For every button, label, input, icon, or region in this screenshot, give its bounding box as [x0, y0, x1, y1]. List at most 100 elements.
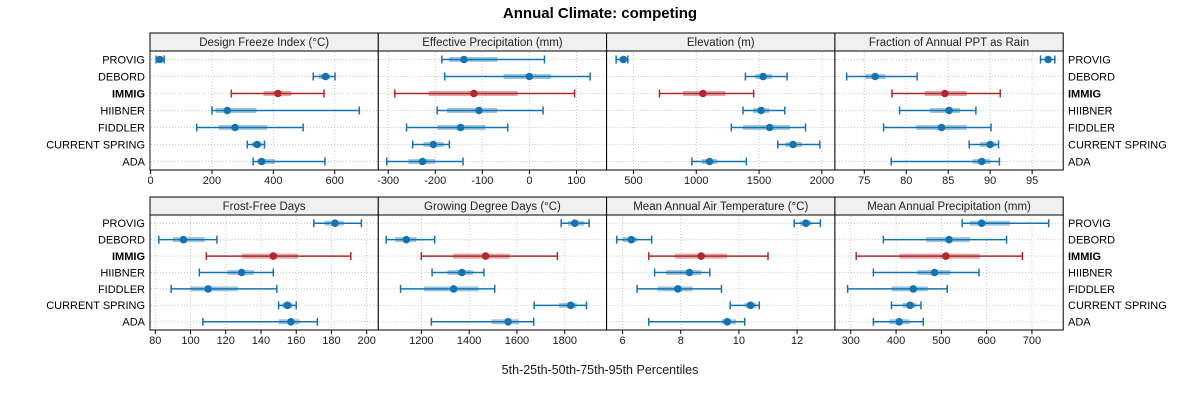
percentile-row-hiibner — [431, 268, 485, 277]
percentile-row-immig — [420, 252, 559, 261]
x-tick-label: 1500 — [747, 175, 771, 187]
x-tick-label: 10 — [733, 335, 745, 347]
row-label-right-hiibner: HIIBNER — [1068, 267, 1113, 279]
median-dot — [566, 301, 575, 310]
median-dot — [269, 252, 278, 260]
percentile-row-ada — [890, 157, 1001, 166]
median-dot — [802, 219, 810, 228]
median-dot — [418, 157, 427, 166]
x-tick-label: 100 — [567, 175, 585, 187]
row-label-right-ada: ADA — [1068, 317, 1091, 329]
percentile-row-ada — [202, 317, 319, 326]
x-tick-label: 200 — [203, 175, 221, 187]
median-dot — [619, 55, 628, 64]
median-dot — [283, 301, 292, 310]
row-label-left-ada: ADA — [122, 317, 145, 329]
row-label-left-fiddler: FIDDLER — [98, 122, 145, 134]
percentile-row-hiibner — [872, 268, 980, 277]
percentile-row-provig — [961, 219, 1050, 228]
median-dot — [156, 55, 164, 64]
percentile-row-debord — [744, 72, 788, 81]
percentile-row-ada — [252, 157, 326, 166]
percentile-row-current-spring — [411, 140, 451, 149]
percentile-row-hiibner — [653, 268, 711, 277]
percentile-row-immig — [205, 252, 352, 261]
x-tick-label: -200 — [424, 175, 446, 187]
percentile-row-ada — [648, 317, 746, 326]
median-dot — [977, 157, 986, 166]
x-tick-label: 2000 — [810, 175, 834, 187]
median-dot — [765, 123, 774, 132]
x-tick-label: 600 — [326, 175, 344, 187]
chart-title: Annual Climate: competing — [502, 5, 698, 22]
median-dot — [504, 317, 512, 326]
percentile-row-provig — [560, 219, 590, 228]
x-tick-label: 600 — [977, 335, 995, 347]
median-dot — [525, 72, 534, 81]
percentile-row-ada — [872, 317, 924, 326]
percentile-row-debord — [443, 72, 591, 81]
row-label-left-immig: IMMIG — [112, 251, 145, 263]
x-tick-label: 180 — [322, 335, 340, 347]
median-dot — [685, 268, 694, 277]
percentile-row-current-spring — [533, 301, 588, 310]
median-dot — [1044, 55, 1052, 64]
x-tick-label: 0 — [148, 175, 154, 187]
row-label-left-ada: ADA — [122, 156, 145, 168]
row-label-left-immig: IMMIG — [112, 88, 145, 100]
panel-growing-degree-days-c: Growing Degree Days (°C) 1200 1400 1600 1800 — [377, 196, 608, 347]
median-dot — [331, 219, 339, 228]
row-label-right-immig: IMMIG — [1068, 88, 1101, 100]
row-label-right-ada: ADA — [1068, 156, 1091, 168]
percentile-row-fiddler — [405, 123, 509, 132]
x-tick-label: 160 — [287, 335, 305, 347]
median-dot — [321, 72, 330, 81]
percentile-row-ada — [430, 317, 535, 326]
percentile-row-fiddler — [195, 123, 304, 132]
percentile-row-provig — [313, 219, 363, 228]
percentile-row-immig — [855, 252, 1024, 261]
row-label-right-provig: PROVIG — [1068, 218, 1111, 230]
panel-strip-title: Frost-Free Days — [223, 201, 306, 213]
percentile-row-immig — [394, 89, 576, 98]
row-label-left-provig: PROVIG — [102, 54, 145, 66]
panel-strip-title: Fraction of Annual PPT as Rain — [869, 37, 1029, 49]
median-dot — [481, 252, 490, 260]
row-label-left-fiddler: FIDDLER — [98, 284, 145, 296]
median-dot — [930, 268, 939, 277]
median-dot — [223, 106, 232, 115]
median-dot — [699, 89, 707, 98]
percentile-row-hiibner — [211, 106, 361, 115]
panel-strip-title: Elevation (m) — [687, 37, 755, 49]
percentile-row-hiibner — [742, 106, 786, 115]
median-dot — [674, 285, 682, 293]
median-dot — [475, 106, 483, 115]
median-dot — [705, 157, 714, 166]
row-label-left-provig: PROVIG — [102, 218, 145, 230]
percentile-row-current-spring — [968, 140, 1000, 149]
row-label-right-fiddler: FIDDLER — [1068, 284, 1115, 296]
row-label-right-debord: DEBORD — [1068, 234, 1115, 246]
x-tick-label: 12 — [791, 335, 803, 347]
median-dot — [871, 72, 879, 81]
percentile-row-provig — [155, 55, 165, 64]
x-tick-label: 80 — [149, 335, 161, 347]
percentile-row-provig — [441, 55, 546, 64]
percentile-row-fiddler — [636, 284, 723, 293]
x-tick-label: 85 — [942, 175, 954, 187]
x-tick-label: 120 — [217, 335, 235, 347]
x-tick-label: 1600 — [505, 335, 529, 347]
percentile-row-provig — [793, 219, 822, 228]
percentile-row-fiddler — [399, 284, 496, 293]
x-tick-label: 200 — [357, 335, 375, 347]
median-dot — [789, 140, 797, 149]
panel-mean-annual-air-temperature-c: Mean Annual Air Temperature (°C) 6 8 10 12 — [606, 196, 836, 347]
median-dot — [470, 89, 478, 98]
panel-design-freeze-index-c: Design Freeze Index (°C) 0 200 400 600 — [148, 32, 379, 187]
median-dot — [757, 106, 765, 115]
row-label-right-fiddler: FIDDLER — [1068, 122, 1115, 134]
median-dot — [257, 157, 266, 166]
x-tick-label: -100 — [471, 175, 493, 187]
